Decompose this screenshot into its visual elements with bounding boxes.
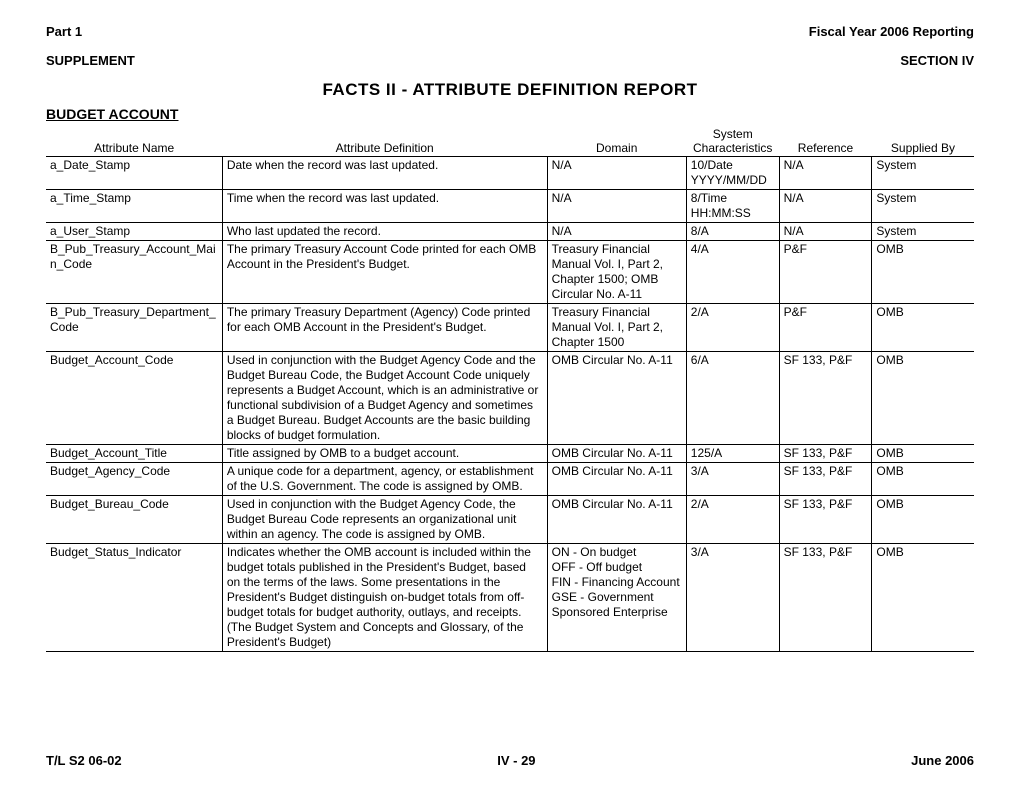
cell-c3: 6/A (686, 352, 779, 445)
cell-c0: B_Pub_Treasury_Department_Code (46, 304, 222, 352)
page-footer: T/L S2 06-02 IV - 29 June 2006 (46, 753, 974, 768)
cell-c1: A unique code for a department, agency, … (222, 463, 547, 496)
cell-c4: P&F (779, 241, 872, 304)
cell-c4: N/A (779, 223, 872, 241)
cell-c2: ON - On budget OFF - Off budget FIN - Fi… (547, 544, 686, 652)
table-row: B_Pub_Treasury_Account_Main_CodeThe prim… (46, 241, 974, 304)
cell-c3: 3/A (686, 463, 779, 496)
th-attribute-name: Attribute Name (46, 126, 222, 157)
header-supplement: SUPPLEMENT (46, 53, 135, 68)
cell-c1: Time when the record was last updated. (222, 190, 547, 223)
cell-c4: SF 133, P&F (779, 445, 872, 463)
cell-c3: 125/A (686, 445, 779, 463)
cell-c5: OMB (872, 352, 974, 445)
th-reference: Reference (779, 126, 872, 157)
cell-c0: a_User_Stamp (46, 223, 222, 241)
footer-left: T/L S2 06-02 (46, 753, 122, 768)
th-supplied-by: Supplied By (872, 126, 974, 157)
table-row: Budget_Status_IndicatorIndicates whether… (46, 544, 974, 652)
table-row: a_Time_StampTime when the record was las… (46, 190, 974, 223)
cell-c3: 2/A (686, 496, 779, 544)
report-title: FACTS II - ATTRIBUTE DEFINITION REPORT (46, 80, 974, 100)
table-row: B_Pub_Treasury_Department_CodeThe primar… (46, 304, 974, 352)
cell-c4: N/A (779, 190, 872, 223)
table-row: Budget_Agency_CodeA unique code for a de… (46, 463, 974, 496)
cell-c4: SF 133, P&F (779, 463, 872, 496)
cell-c4: P&F (779, 304, 872, 352)
footer-right: June 2006 (911, 753, 974, 768)
th-attribute-definition: Attribute Definition (222, 126, 547, 157)
cell-c3: 2/A (686, 304, 779, 352)
cell-c4: SF 133, P&F (779, 544, 872, 652)
cell-c2: OMB Circular No. A-11 (547, 445, 686, 463)
cell-c0: Budget_Account_Code (46, 352, 222, 445)
cell-c4: N/A (779, 157, 872, 190)
table-row: a_Date_StampDate when the record was las… (46, 157, 974, 190)
cell-c5: OMB (872, 304, 974, 352)
cell-c5: System (872, 190, 974, 223)
cell-c4: SF 133, P&F (779, 352, 872, 445)
cell-c5: OMB (872, 445, 974, 463)
header-row-1: Part 1 Fiscal Year 2006 Reporting (46, 24, 974, 39)
section-heading: BUDGET ACCOUNT (46, 106, 974, 122)
cell-c1: Used in conjunction with the Budget Agen… (222, 352, 547, 445)
cell-c5: OMB (872, 496, 974, 544)
cell-c4: SF 133, P&F (779, 496, 872, 544)
cell-c1: Indicates whether the OMB account is inc… (222, 544, 547, 652)
footer-center: IV - 29 (497, 753, 535, 768)
cell-c2: OMB Circular No. A-11 (547, 496, 686, 544)
cell-c2: N/A (547, 190, 686, 223)
cell-c5: OMB (872, 463, 974, 496)
header-part: Part 1 (46, 24, 82, 39)
cell-c5: OMB (872, 241, 974, 304)
cell-c0: a_Time_Stamp (46, 190, 222, 223)
cell-c3: 3/A (686, 544, 779, 652)
table-row: Budget_Bureau_CodeUsed in conjunction wi… (46, 496, 974, 544)
cell-c0: Budget_Bureau_Code (46, 496, 222, 544)
cell-c3: 4/A (686, 241, 779, 304)
cell-c5: OMB (872, 544, 974, 652)
cell-c1: Who last updated the record. (222, 223, 547, 241)
cell-c5: System (872, 223, 974, 241)
cell-c2: OMB Circular No. A-11 (547, 463, 686, 496)
cell-c1: Date when the record was last updated. (222, 157, 547, 190)
table-header-row: Attribute Name Attribute Definition Doma… (46, 126, 974, 157)
cell-c1: The primary Treasury Account Code printe… (222, 241, 547, 304)
cell-c2: N/A (547, 223, 686, 241)
th-system-characteristics: System Characteristics (686, 126, 779, 157)
cell-c0: a_Date_Stamp (46, 157, 222, 190)
cell-c0: B_Pub_Treasury_Account_Main_Code (46, 241, 222, 304)
header-row-2: SUPPLEMENT SECTION IV (46, 53, 974, 68)
header-section: SECTION IV (900, 53, 974, 68)
cell-c3: 10/Date YYYY/MM/DD (686, 157, 779, 190)
document-page: Part 1 Fiscal Year 2006 Reporting SUPPLE… (0, 0, 1020, 788)
cell-c1: The primary Treasury Department (Agency)… (222, 304, 547, 352)
cell-c2: Treasury Financial Manual Vol. I, Part 2… (547, 304, 686, 352)
cell-c2: Treasury Financial Manual Vol. I, Part 2… (547, 241, 686, 304)
cell-c3: 8/Time HH:MM:SS (686, 190, 779, 223)
cell-c0: Budget_Account_Title (46, 445, 222, 463)
cell-c2: OMB Circular No. A-11 (547, 352, 686, 445)
cell-c0: Budget_Status_Indicator (46, 544, 222, 652)
table-row: Budget_Account_CodeUsed in conjunction w… (46, 352, 974, 445)
attribute-table: Attribute Name Attribute Definition Doma… (46, 126, 974, 652)
header-fy: Fiscal Year 2006 Reporting (809, 24, 974, 39)
table-body: a_Date_StampDate when the record was las… (46, 157, 974, 652)
cell-c1: Used in conjunction with the Budget Agen… (222, 496, 547, 544)
cell-c3: 8/A (686, 223, 779, 241)
cell-c2: N/A (547, 157, 686, 190)
cell-c0: Budget_Agency_Code (46, 463, 222, 496)
table-row: Budget_Account_TitleTitle assigned by OM… (46, 445, 974, 463)
cell-c1: Title assigned by OMB to a budget accoun… (222, 445, 547, 463)
cell-c5: System (872, 157, 974, 190)
table-row: a_User_StampWho last updated the record.… (46, 223, 974, 241)
th-domain: Domain (547, 126, 686, 157)
